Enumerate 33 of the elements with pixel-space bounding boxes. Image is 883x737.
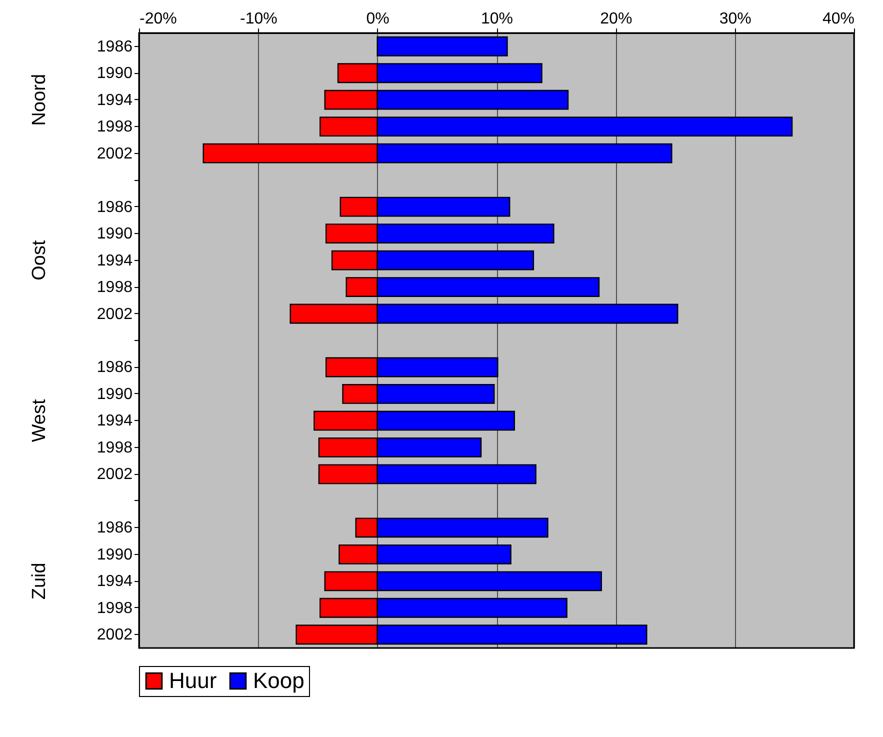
text: Zuid: [29, 562, 50, 600]
y-tick-label: 1998: [96, 439, 133, 456]
y-tick-label: 1986: [96, 359, 133, 376]
y-tick-label: 1994: [96, 252, 133, 270]
text: Oost: [29, 240, 50, 280]
y-tick-label: 2002: [96, 306, 133, 323]
y-tick-label: 1986: [96, 198, 133, 216]
y-tick-label: 2002: [96, 466, 133, 484]
x-tick-label: 30%: [719, 10, 752, 28]
x-tick-label: 10%: [480, 10, 514, 28]
y-tick-label: 1994: [96, 412, 133, 430]
y-tick-label: 2002: [96, 145, 133, 162]
text: West: [29, 398, 50, 442]
y-tick-label: 1998: [96, 118, 133, 136]
y-tick-label: 1990: [96, 386, 133, 403]
x-tick-label: -10%: [240, 10, 278, 28]
y-tick-label: 1990: [96, 226, 133, 243]
y-tick-label: 2002: [96, 626, 133, 644]
legend-label: Koop: [253, 668, 304, 693]
y-tick-label: 1998: [96, 279, 133, 296]
y-tick-label: 1994: [96, 573, 133, 590]
text: Noord: [29, 74, 50, 126]
y-tick-label: 1990: [96, 546, 133, 564]
y-tick-label: 1986: [96, 38, 133, 56]
x-tick-label: 20%: [600, 10, 632, 28]
y-tick-label: 1998: [96, 600, 133, 617]
legend-label: Huur: [169, 668, 217, 693]
x-tick-label: 0%: [366, 10, 390, 28]
y-tick-label: 1994: [96, 92, 133, 109]
x-tick-label: 40%: [822, 10, 854, 28]
x-tick-label: -20%: [140, 10, 177, 28]
y-tick-label: 1986: [96, 520, 133, 537]
y-tick-label: 1990: [96, 65, 133, 82]
